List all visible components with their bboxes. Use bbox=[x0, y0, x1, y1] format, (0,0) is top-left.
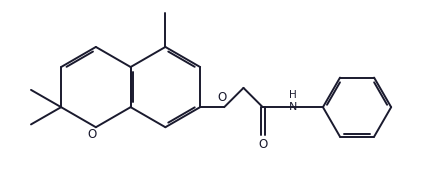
Text: N: N bbox=[289, 102, 297, 112]
Text: H: H bbox=[289, 90, 297, 100]
Text: O: O bbox=[87, 128, 96, 141]
Text: O: O bbox=[258, 138, 268, 151]
Text: O: O bbox=[218, 91, 227, 104]
